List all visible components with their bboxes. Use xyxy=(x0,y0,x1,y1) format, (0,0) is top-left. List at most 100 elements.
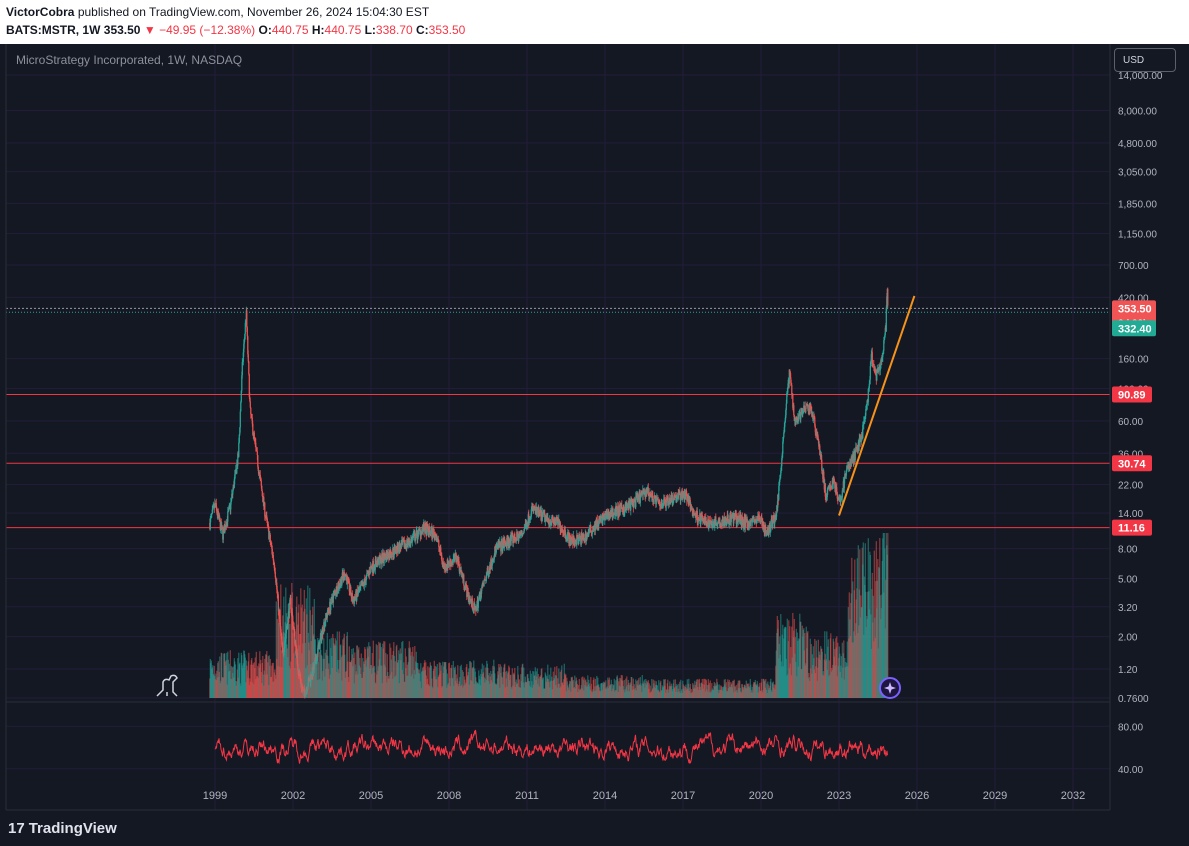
candle-body xyxy=(245,321,247,323)
open-value: 440.75 xyxy=(271,23,309,37)
candle-body xyxy=(519,533,521,535)
candle-body xyxy=(415,530,417,537)
candle-body xyxy=(658,500,660,505)
candle-body xyxy=(770,519,772,522)
candle-body xyxy=(840,498,842,500)
chart-legend[interactable]: MicroStrategy Incorporated, 1W, NASDAQ xyxy=(16,53,243,67)
candle-body xyxy=(661,506,663,509)
candle-body xyxy=(561,529,563,530)
candle-body xyxy=(221,526,223,530)
candle-body xyxy=(719,518,721,523)
candle-body xyxy=(334,591,336,595)
candle-body xyxy=(860,438,862,443)
candle-body xyxy=(242,352,244,362)
candle-body xyxy=(756,520,758,522)
volume-bar xyxy=(251,658,253,698)
volume-bar xyxy=(427,666,429,698)
candle-body xyxy=(551,517,553,523)
candle-body xyxy=(867,389,869,403)
candle-body xyxy=(290,598,292,610)
candle-body xyxy=(785,403,787,411)
sparkle-icon[interactable] xyxy=(879,677,901,699)
level-price-tag xyxy=(1112,519,1152,536)
volume-bar xyxy=(826,631,828,698)
candle-body xyxy=(865,408,867,410)
candle-body xyxy=(868,383,870,389)
candle-body xyxy=(800,412,802,420)
candle-body xyxy=(273,560,275,563)
candle-body xyxy=(796,419,798,422)
volume-bar xyxy=(219,656,221,698)
candle-body xyxy=(226,519,228,527)
author-name[interactable]: VictorCobra xyxy=(6,5,75,19)
candle-body xyxy=(600,516,602,519)
candle-body xyxy=(880,360,882,369)
trendline[interactable] xyxy=(838,295,916,516)
candle-body xyxy=(736,521,738,524)
candle-body xyxy=(680,498,682,500)
candle-body xyxy=(474,606,476,610)
candle-body xyxy=(421,528,423,530)
candle-body xyxy=(448,563,450,565)
candle-body xyxy=(668,497,670,504)
candle-body xyxy=(322,632,324,635)
x-tick-label: 2029 xyxy=(983,790,1007,802)
candle-body xyxy=(664,498,666,502)
candle-body xyxy=(259,474,261,478)
y-tick-label: 700.00 xyxy=(1118,261,1149,272)
volume-bar xyxy=(542,677,544,698)
candle-body xyxy=(427,526,429,530)
candle-body xyxy=(392,548,394,555)
candle-body xyxy=(403,539,405,548)
y-tick-label: 60.00 xyxy=(1118,417,1143,428)
candle-body xyxy=(541,512,543,522)
volume-bar xyxy=(590,683,592,698)
candle-body xyxy=(631,499,633,502)
candle-body xyxy=(258,471,260,476)
volume-bar xyxy=(329,639,331,698)
volume-bar xyxy=(578,678,580,698)
candle-body xyxy=(700,520,702,525)
candle-body xyxy=(666,495,668,501)
candle-body xyxy=(279,614,281,623)
chart-canvas[interactable]: 1999 2002 2005 2008 2011 2014 2017 2020 2023 2026… xyxy=(0,44,1189,812)
candle-body xyxy=(845,475,847,477)
candle-body xyxy=(760,516,762,523)
candle-body xyxy=(780,470,782,476)
volume-bar xyxy=(255,651,257,698)
candle-body xyxy=(284,641,286,649)
candle-body xyxy=(575,540,577,543)
candle-body xyxy=(520,534,522,536)
volume-bar xyxy=(795,628,797,698)
candle-body xyxy=(432,529,434,538)
x-tick-label: 2002 xyxy=(281,790,305,802)
candle-body xyxy=(676,497,678,498)
candle-body xyxy=(606,511,608,520)
candle-body xyxy=(500,542,502,552)
open-label: O: xyxy=(258,23,272,37)
tradingview-logo[interactable]: 17 TradingView xyxy=(8,820,117,837)
currency-button[interactable]: USD xyxy=(1114,48,1176,72)
candle-body xyxy=(359,586,361,590)
candle-body xyxy=(483,581,485,586)
candle-body xyxy=(273,562,275,569)
candle-body xyxy=(664,501,666,503)
candle-body xyxy=(347,577,349,579)
candle-body xyxy=(499,541,501,546)
candle-body xyxy=(252,423,254,435)
candle-body xyxy=(463,585,465,589)
candle-body xyxy=(825,496,827,498)
candle-body xyxy=(598,518,600,526)
candle-body xyxy=(267,523,269,528)
candle-body xyxy=(817,434,819,439)
candle-body xyxy=(215,503,217,508)
candle-body xyxy=(525,523,527,525)
candle-body xyxy=(754,521,756,524)
candle-body xyxy=(723,517,725,525)
candle-body xyxy=(716,523,718,526)
candle-body xyxy=(562,532,564,534)
candle-body xyxy=(802,409,804,411)
candle-body xyxy=(588,532,590,536)
candle-body xyxy=(426,525,428,536)
candle-body xyxy=(261,485,263,491)
